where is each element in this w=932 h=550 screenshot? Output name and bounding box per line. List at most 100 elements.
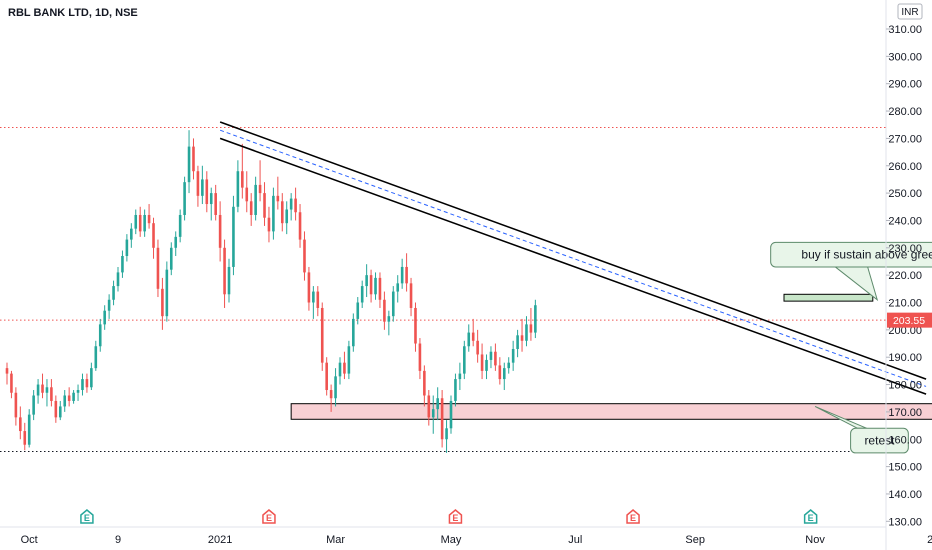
candle[interactable] — [272, 187, 275, 240]
candle[interactable] — [347, 340, 351, 380]
candle[interactable] — [405, 253, 408, 292]
trendline[interactable] — [219, 137, 927, 395]
candle[interactable] — [192, 138, 195, 180]
candle[interactable] — [90, 362, 93, 391]
candle[interactable] — [165, 261, 169, 322]
candle[interactable] — [494, 343, 497, 371]
candle[interactable] — [32, 390, 35, 421]
candle[interactable] — [50, 379, 53, 407]
candle[interactable] — [218, 201, 222, 262]
candle[interactable] — [27, 409, 31, 448]
callout[interactable]: retest — [814, 405, 909, 454]
candle[interactable] — [476, 329, 479, 363]
candle[interactable] — [276, 176, 280, 210]
candle[interactable] — [445, 420, 448, 453]
candle[interactable] — [249, 193, 253, 226]
candle[interactable] — [409, 277, 413, 317]
candle[interactable] — [10, 370, 13, 399]
plot-area[interactable]: buy if sustain above green zone retest E E E… — [0, 121, 932, 524]
candle[interactable] — [103, 305, 106, 330]
candle[interactable] — [285, 201, 289, 235]
candle[interactable] — [440, 390, 444, 448]
candle[interactable] — [338, 357, 342, 385]
candle[interactable] — [232, 195, 235, 276]
candle[interactable] — [112, 280, 115, 306]
candle[interactable] — [54, 395, 58, 423]
candle[interactable] — [81, 373, 84, 396]
candle[interactable] — [391, 286, 395, 322]
earnings-marker[interactable]: E — [80, 509, 94, 524]
candle[interactable] — [45, 379, 49, 407]
candle[interactable] — [130, 223, 133, 248]
candle[interactable] — [400, 258, 404, 289]
candle[interactable] — [63, 390, 67, 412]
candle[interactable] — [289, 193, 293, 221]
price-axis[interactable]: 130.00 140.00 150.00 160.00 170.00 180.00 190.… — [886, 24, 922, 528]
candle[interactable] — [529, 307, 533, 341]
candle[interactable] — [205, 171, 209, 213]
candle[interactable] — [485, 354, 488, 380]
candle[interactable] — [525, 316, 528, 347]
candle[interactable] — [85, 373, 89, 393]
candle[interactable] — [5, 362, 9, 385]
candle[interactable] — [334, 368, 337, 407]
candle[interactable] — [41, 373, 44, 399]
candle[interactable] — [58, 400, 62, 421]
candle[interactable] — [312, 286, 315, 319]
candle[interactable] — [454, 373, 457, 407]
candle[interactable] — [511, 340, 515, 371]
candle[interactable] — [480, 343, 484, 380]
candle[interactable] — [187, 130, 191, 194]
candle[interactable] — [236, 160, 240, 213]
candle[interactable] — [369, 269, 373, 303]
candle[interactable] — [489, 346, 493, 369]
candle[interactable] — [156, 239, 160, 298]
trendline-midline[interactable] — [219, 129, 927, 387]
candle[interactable] — [502, 362, 506, 391]
candle[interactable] — [67, 387, 71, 407]
candle[interactable] — [458, 362, 462, 391]
candle[interactable] — [374, 272, 377, 300]
candle[interactable] — [116, 266, 120, 292]
candle[interactable] — [534, 299, 537, 339]
candle[interactable] — [14, 387, 18, 426]
candle[interactable] — [378, 272, 382, 308]
candle[interactable] — [258, 160, 262, 202]
earnings-marker[interactable]: E — [448, 509, 463, 524]
candle[interactable] — [467, 324, 471, 352]
candle[interactable] — [125, 234, 129, 262]
candle[interactable] — [298, 204, 302, 248]
candle[interactable] — [23, 422, 27, 451]
candle[interactable] — [463, 340, 466, 380]
candle[interactable] — [352, 313, 355, 352]
candle[interactable] — [516, 329, 519, 358]
candle[interactable] — [263, 182, 266, 226]
candle[interactable] — [431, 395, 435, 434]
candle[interactable] — [507, 357, 511, 374]
candle[interactable] — [316, 286, 320, 317]
candle[interactable] — [414, 302, 417, 352]
candle[interactable] — [343, 351, 346, 380]
candle[interactable] — [245, 171, 249, 213]
candle[interactable] — [356, 297, 360, 325]
candle[interactable] — [183, 176, 186, 221]
candle[interactable] — [387, 310, 391, 336]
candle[interactable] — [303, 231, 306, 281]
candle[interactable] — [329, 384, 333, 412]
candle[interactable] — [94, 340, 98, 371]
candle[interactable] — [294, 187, 297, 221]
candle[interactable] — [134, 209, 138, 235]
candle[interactable] — [227, 258, 231, 303]
candle[interactable] — [161, 277, 164, 330]
candle[interactable] — [223, 239, 226, 308]
candle[interactable] — [280, 193, 284, 232]
candle[interactable] — [325, 357, 328, 396]
candle[interactable] — [365, 264, 368, 298]
candle[interactable] — [360, 280, 364, 308]
candle[interactable] — [152, 217, 155, 259]
candle[interactable] — [36, 379, 40, 404]
candle[interactable] — [427, 390, 431, 426]
candle[interactable] — [196, 165, 200, 207]
candle[interactable] — [138, 206, 142, 237]
earnings-marker[interactable]: E — [262, 509, 276, 524]
